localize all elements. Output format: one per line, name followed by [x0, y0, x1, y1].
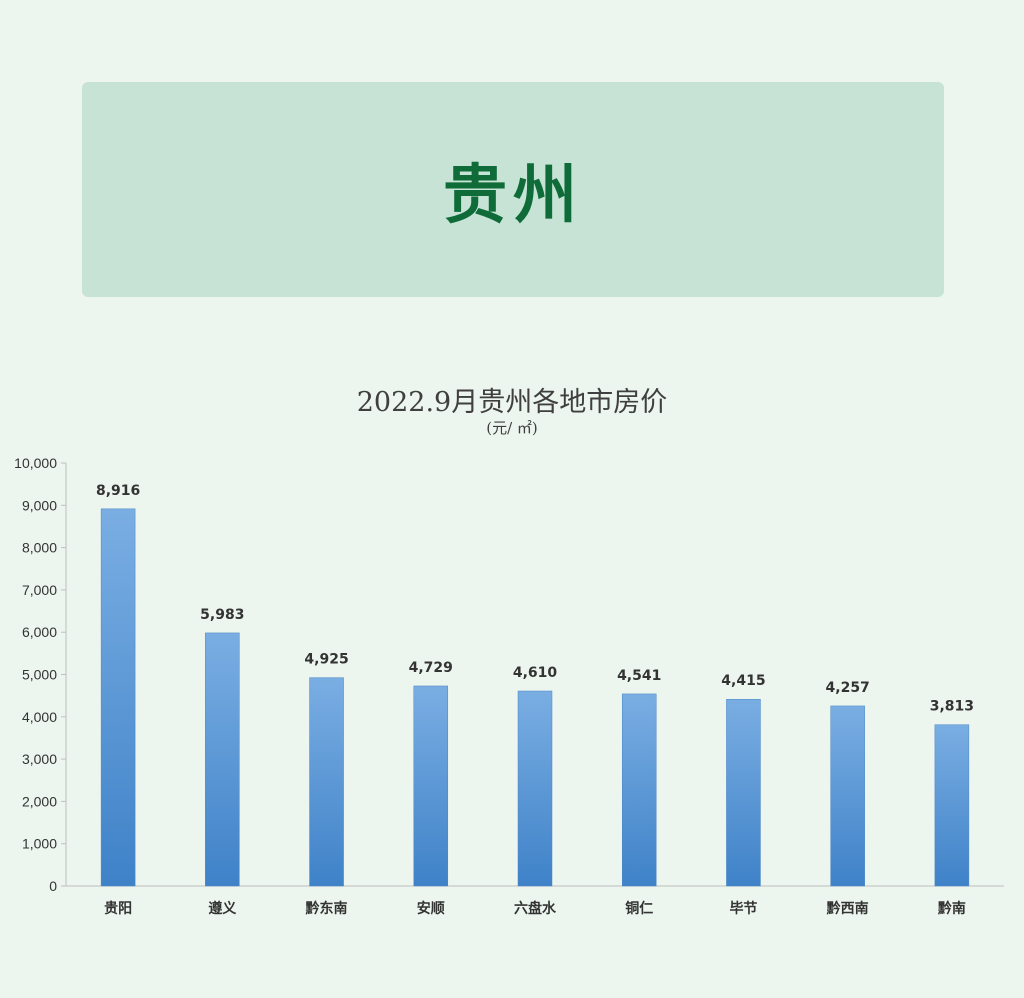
y-tick-label: 10,000	[14, 455, 57, 471]
bar	[413, 685, 449, 887]
data-label: 5,983	[200, 607, 244, 623]
y-tick-label: 3,000	[22, 751, 57, 767]
x-category-label: 安顺	[417, 900, 445, 917]
title-banner: 贵州	[82, 82, 944, 297]
y-tick-label: 2,000	[22, 793, 57, 809]
x-category-label: 六盘水	[514, 900, 557, 917]
bar	[934, 724, 970, 887]
data-label: 3,813	[930, 699, 974, 715]
data-label: 4,925	[304, 652, 348, 668]
bar	[517, 690, 553, 887]
y-tick-label: 1,000	[22, 836, 57, 852]
x-category-label: 贵阳	[104, 900, 132, 917]
banner-title: 贵州	[443, 158, 583, 233]
y-tick-label: 0	[49, 878, 57, 894]
bar	[830, 705, 865, 887]
data-label: 4,729	[409, 660, 453, 676]
data-label: 8,916	[96, 483, 140, 499]
data-label: 4,610	[513, 665, 558, 681]
bar	[100, 508, 136, 887]
x-category-label: 黔东南	[306, 900, 348, 917]
bar	[205, 632, 240, 887]
x-category-label: 铜仁	[625, 900, 653, 917]
chart-subtitle: (元/ ㎡)	[486, 419, 538, 437]
data-label: 4,541	[617, 668, 661, 684]
x-category-label: 毕节	[729, 900, 757, 917]
x-category-label: 遵义	[208, 900, 236, 917]
bar	[621, 693, 657, 887]
y-tick-label: 7,000	[22, 582, 57, 598]
y-tick-label: 6,000	[22, 624, 57, 640]
data-label: 4,415	[721, 673, 765, 689]
y-tick-label: 8,000	[22, 540, 57, 556]
x-category-label: 黔南	[938, 900, 966, 917]
y-tick-label: 4,000	[22, 709, 57, 725]
y-tick-label: 5,000	[22, 667, 57, 683]
chart-title: 2022.9月贵州各地市房价	[356, 387, 668, 418]
bar	[309, 677, 344, 887]
bar	[726, 698, 761, 887]
x-category-label: 黔西南	[827, 900, 869, 917]
data-label: 4,257	[826, 680, 870, 696]
y-tick-label: 9,000	[22, 497, 57, 513]
